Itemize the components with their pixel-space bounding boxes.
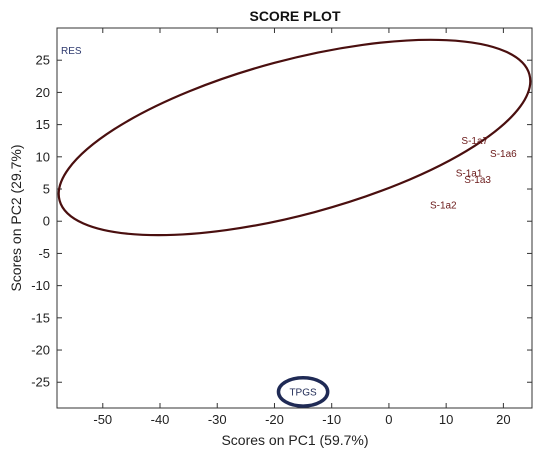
point-label-s-1a3: S-1a3: [464, 175, 491, 186]
x-axis-ticks: -50 -40 -30 -20 -10 0 10 20: [93, 28, 511, 427]
chart-title: SCORE PLOT: [249, 8, 340, 24]
x-tick-label: -30: [208, 412, 227, 427]
x-tick-label: -40: [151, 412, 170, 427]
point-label-res: RES: [61, 46, 82, 57]
y-tick-label: 25: [36, 53, 50, 68]
y-tick-label: -5: [38, 246, 50, 261]
x-tick-label: -10: [322, 412, 341, 427]
plot-frame: [56, 27, 533, 409]
x-tick-label: -50: [93, 412, 112, 427]
tpgs-ellipse: [276, 375, 330, 408]
y-tick-label: -15: [31, 310, 50, 325]
y-tick-label: 20: [36, 85, 50, 100]
y-tick-label: 5: [43, 182, 50, 197]
y-tick-label: 10: [36, 149, 50, 164]
y-tick-label: 0: [43, 214, 50, 229]
x-tick-label: 20: [496, 412, 510, 427]
y-tick-label: -20: [31, 343, 50, 358]
x-tick-label: 0: [385, 412, 392, 427]
x-tick-label: -20: [265, 412, 284, 427]
y-tick-label: -10: [31, 278, 50, 293]
x-tick-label: 10: [439, 412, 453, 427]
point-label-tpgs: TPGS: [289, 387, 317, 398]
y-tick-label: 15: [36, 117, 50, 132]
point-label-s-1a6: S-1a6: [490, 149, 517, 160]
y-axis-label: Scores on PC2 (29.7%): [8, 144, 24, 291]
x-axis-label: Scores on PC1 (59.7%): [221, 432, 368, 448]
point-label-s-1a1: S-1a1: [456, 168, 483, 179]
sample-group-ellipse: [57, 38, 532, 237]
group-ellipses: [57, 38, 532, 408]
point-label-s-1a7: S-1a7: [461, 136, 488, 147]
y-tick-label: -25: [31, 375, 50, 390]
point-label-s-1a2: S-1a2: [430, 201, 457, 212]
